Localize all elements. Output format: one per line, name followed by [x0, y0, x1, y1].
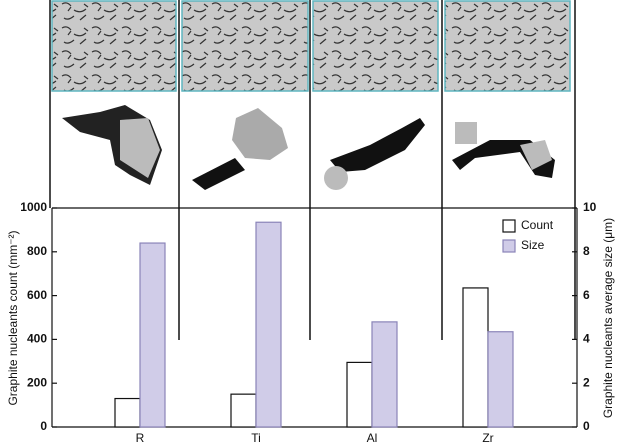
micrograph — [51, 0, 177, 92]
micrograph — [181, 0, 309, 92]
nucleant — [455, 122, 477, 144]
y2-tick-label: 10 — [583, 200, 597, 214]
legend-label: Count — [521, 218, 554, 232]
bar — [462, 287, 489, 428]
nucleant — [324, 166, 348, 190]
y-tick-label: 200 — [27, 375, 47, 389]
y-tick-label: 0 — [40, 419, 47, 433]
y-tick-label: 1000 — [20, 200, 47, 214]
x-tick-label: Ti — [251, 431, 261, 445]
nucleant — [232, 108, 288, 160]
nucleant — [330, 118, 425, 172]
legend-swatch — [502, 239, 516, 253]
x-tick-label: Al — [367, 431, 378, 445]
nucleant — [520, 140, 552, 170]
micrographs — [51, 0, 571, 92]
bar — [371, 321, 398, 428]
y2-tick-label: 0 — [583, 419, 590, 433]
nucleant-shapes — [62, 105, 555, 190]
bar — [346, 361, 373, 428]
y2-tick-label: 8 — [583, 244, 590, 258]
y2-tick-label: 4 — [583, 332, 590, 346]
nucleant — [120, 118, 160, 178]
micrograph — [312, 0, 439, 92]
micrograph — [444, 0, 571, 92]
y-axis-label: Graphite nucleants count (mm⁻²) — [6, 230, 20, 405]
y-tick-label: 800 — [27, 244, 47, 258]
y2-tick-label: 6 — [583, 288, 590, 302]
x-tick-label: Zr — [482, 431, 493, 445]
bar — [230, 393, 257, 428]
x-tick-label: R — [136, 431, 145, 445]
y-tick-label: 600 — [27, 288, 47, 302]
y2-axis-label: Graphite nucleants average size (μm) — [601, 218, 615, 418]
dividers — [49, 0, 576, 340]
y-tick-label: 400 — [27, 332, 47, 346]
bar — [487, 331, 514, 428]
y2-tick-label: 2 — [583, 375, 590, 389]
bar — [114, 397, 141, 428]
nucleant — [192, 158, 245, 190]
legend-swatch — [502, 219, 516, 233]
bar — [139, 242, 166, 428]
legend-label: Size — [521, 238, 545, 252]
bar — [255, 221, 282, 428]
